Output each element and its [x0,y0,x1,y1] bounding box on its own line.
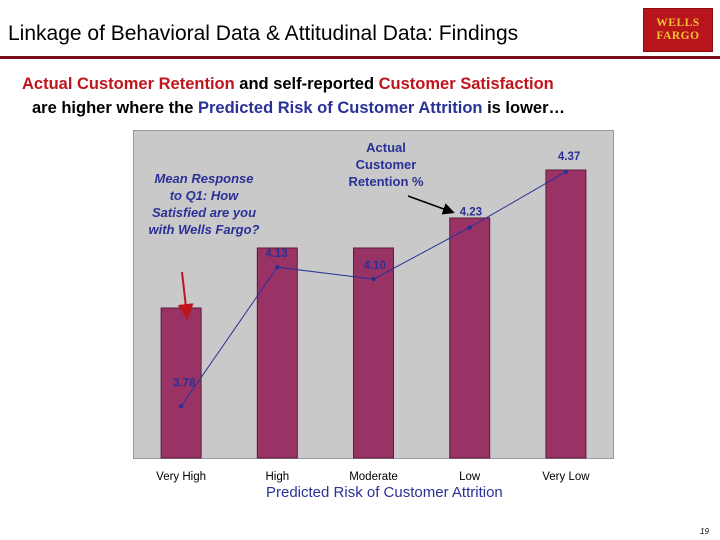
retention-arrow [407,195,455,215]
subtitle-text: are higher where the [32,99,198,117]
retention-annotation: Actual Customer Retention % [348,140,424,189]
data-label: 3.78 [173,377,196,389]
data-label: 4.23 [460,206,482,218]
bar [353,247,394,459]
logo-line-2: FARGO [656,30,700,42]
slide-subtitle: Actual Customer Retention and self-repor… [22,72,565,120]
x-tick-label: Moderate [349,471,398,483]
x-axis-label: Predicted Risk of Customer Attrition [266,484,503,501]
data-label: 4.37 [558,151,580,163]
bar [545,169,587,459]
subtitle-line-1: Actual Customer Retention and self-repor… [22,72,565,96]
line-point [371,276,376,282]
title-divider [0,56,720,59]
line-point [467,225,472,230]
line-point [178,404,184,409]
page-number: 19 [700,527,709,536]
subtitle-retention: Actual Customer Retention [22,75,235,93]
subtitle-text: is lower… [482,99,566,117]
wells-fargo-logo: WELLS FARGO [643,8,713,52]
line-point [275,265,280,270]
subtitle-line-2: are higher where the Predicted Risk of C… [22,96,565,120]
satisfaction-arrow [177,271,194,320]
x-tick-label: Very High [156,471,206,483]
data-label: 4.10 [364,260,386,272]
bar [449,217,491,459]
y-axis-label: Mean Response to Q1: How Satisfied are y… [148,171,260,237]
logo-line-1: WELLS [656,17,700,29]
x-tick-label: Very Low [542,471,590,483]
line-point [563,169,569,174]
x-tick-label: Low [459,471,481,483]
x-tick-label: High [265,471,289,483]
data-label: 4.13 [265,248,287,260]
subtitle-satisfaction: Customer Satisfaction [378,75,554,93]
bar [256,247,298,459]
subtitle-text: and self-reported [234,75,379,93]
subtitle-risk: Predicted Risk of Customer Attrition [197,99,483,117]
slide-title: Linkage of Behavioral Data & Attitudinal… [8,22,519,45]
bar [160,307,202,459]
